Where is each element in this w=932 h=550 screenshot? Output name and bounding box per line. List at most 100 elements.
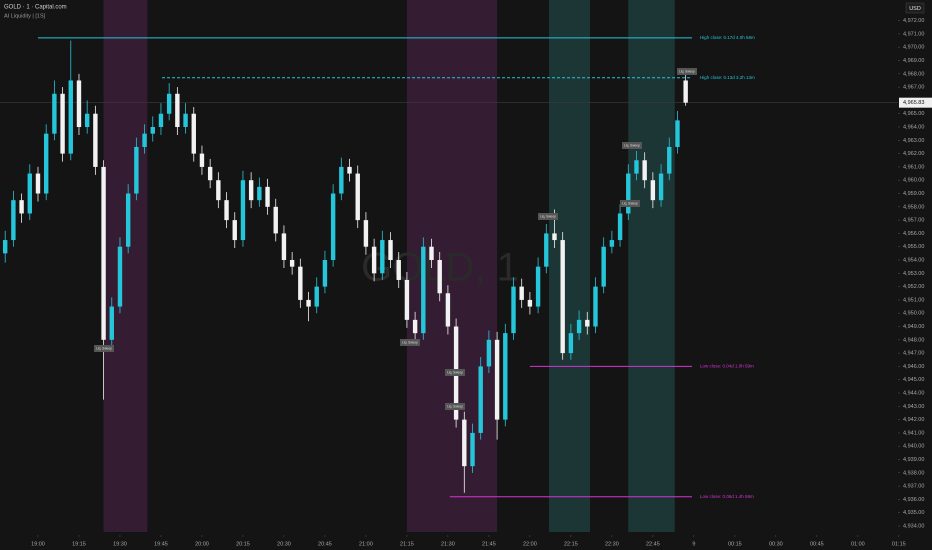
candle-body [486, 339, 492, 367]
candle-body [445, 293, 451, 327]
y-tick-label: 4,944.00 [903, 390, 924, 396]
y-tick-label: 4,941.00 [903, 430, 924, 436]
sessions-layer [103, 0, 675, 532]
candle-body [519, 286, 524, 300]
candle-body [494, 339, 500, 420]
candle-body [84, 113, 90, 128]
y-tick-label: 4,967.00 [903, 85, 924, 91]
annotation: Liq. Sweep [622, 142, 642, 149]
candle-body [412, 319, 418, 334]
annotation-text: Liq. Sweep [624, 144, 640, 148]
y-tick-label: 4,937.00 [903, 484, 924, 490]
candle-body [125, 193, 131, 247]
currency[interactable]: USD [909, 6, 921, 12]
candle-body [109, 306, 114, 340]
candle-body [248, 180, 254, 201]
x-tick-label: 00:45 [810, 541, 824, 547]
annotation: Liq. Sweep [94, 345, 114, 352]
candle-body [585, 319, 590, 327]
y-tick-label: 4,935.00 [903, 510, 924, 516]
x-tick-label: 22:00 [523, 541, 537, 547]
candle-body [388, 240, 393, 261]
y-tick-label: 4,948.00 [903, 337, 924, 343]
candle-body [150, 127, 155, 134]
currency-box[interactable] [905, 2, 925, 14]
y-tick-label: 4,963.00 [903, 138, 924, 144]
candle-body [429, 246, 434, 261]
candle-body [289, 260, 295, 267]
annotation: Liq. Sweep [400, 339, 420, 346]
candle-body [593, 286, 598, 327]
candle-body [257, 186, 262, 201]
candle-body [347, 166, 352, 174]
x-tick-label: 20:00 [195, 541, 209, 547]
y-tick-label: 4,965.00 [903, 111, 924, 117]
candle-body [330, 193, 336, 261]
candle-body [650, 180, 656, 201]
annotation-text: Liq. Sweep [447, 371, 463, 375]
level-label: Low close: 0.04d 1.0h 59m [700, 364, 754, 369]
candle-body [175, 93, 180, 128]
candle-body [355, 173, 360, 221]
session-band [549, 0, 591, 532]
candle-body [240, 180, 246, 241]
candle-body [19, 200, 24, 214]
candle-body [675, 120, 680, 147]
annotation: Liq. Sweep [445, 403, 465, 410]
candle-body [60, 93, 65, 154]
annotation: Liq. Sweep [677, 68, 697, 75]
axis-layer: 4,934.00 4,935.00 4,936.00 4,937.00 4,938.00… [31, 18, 932, 547]
candle-body [93, 113, 98, 167]
x-tick-label: 19:30 [113, 541, 127, 547]
annotation-text: Liq. Sweep [447, 405, 463, 409]
candle-body [503, 333, 508, 420]
level-label: High close: 0.13d 3.2h 13m [700, 75, 755, 80]
y-tick-label: 4,934.00 [903, 523, 924, 529]
annotation: Liq. Sweep [445, 369, 465, 376]
y-tick-label: 4,953.00 [903, 271, 924, 277]
y-tick-label: 4,955.00 [903, 244, 924, 250]
x-tick-label: 00:30 [769, 541, 783, 547]
candle-body [560, 240, 565, 354]
candle-body [634, 160, 639, 174]
y-tick-label: 4,972.00 [903, 18, 924, 24]
y-tick-label: 4,962.00 [903, 151, 924, 157]
annotation: Liq. Sweep [538, 213, 558, 220]
symbol-title[interactable]: GOLD · 1 · Capital.com [4, 5, 67, 11]
y-tick-label: 4,958.00 [903, 204, 924, 210]
x-tick-label: 21:30 [441, 541, 455, 547]
candle-body [339, 166, 344, 194]
candle-body [601, 246, 606, 287]
candle-body [76, 80, 82, 128]
y-tick-label: 4,964.00 [903, 124, 924, 130]
annotations: Liq. Sweep Liq. Sweep Liq. Sweep Liq. Sw… [94, 68, 697, 410]
candle-body [298, 266, 303, 300]
candle-body [470, 432, 475, 467]
x-tick-label: 21:00 [359, 541, 373, 547]
candle-body [322, 260, 328, 287]
candle-body [511, 286, 516, 334]
candle-body [380, 240, 385, 274]
candle-body [683, 80, 688, 103]
x-tick-label: 01:00 [851, 541, 865, 547]
candle-body [183, 113, 188, 128]
candle-body [609, 240, 615, 247]
indicator-name[interactable]: AI Liquidity | [1S] [4, 13, 46, 19]
y-tick-label: 4,951.00 [903, 297, 924, 303]
x-tick-label: 19:15 [72, 541, 86, 547]
y-tick-label: 4,936.00 [903, 497, 924, 503]
x-tick-label: 22:45 [646, 541, 660, 547]
candle-body [2, 240, 8, 254]
y-tick-label: 4,971.00 [903, 31, 924, 37]
candle-body [166, 93, 172, 114]
last-price-box [899, 97, 932, 108]
candle-body [306, 299, 311, 307]
candle-body [617, 213, 623, 241]
annotation-text: Liq. Sweep [540, 215, 556, 219]
candle-body [404, 279, 410, 320]
y-tick-label: 4,939.00 [903, 457, 924, 463]
candle-body [396, 260, 401, 280]
annotation: Liq. Sweep [620, 200, 640, 207]
